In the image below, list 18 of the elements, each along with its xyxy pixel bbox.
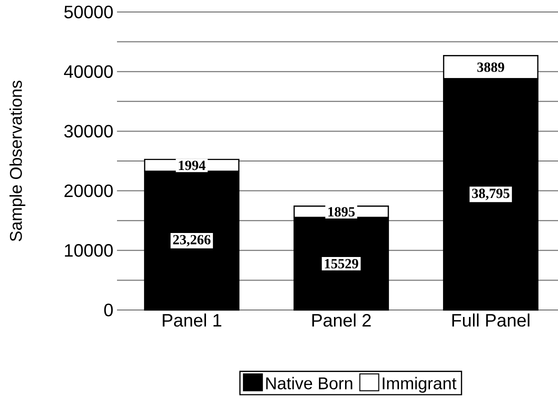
y-tick-label: 40000 — [64, 65, 113, 78]
data-label: 3889 — [477, 62, 504, 72]
data-label: 1895 — [328, 207, 355, 217]
y-tick-label: 50000 — [64, 6, 113, 18]
legend-label: Native Born — [266, 376, 352, 390]
x-tick-label: Full Panel — [452, 314, 530, 327]
y-tick-label: 20000 — [64, 184, 113, 198]
y-axis-title: Sample Observations — [10, 80, 26, 242]
data-label: 23,266 — [173, 234, 211, 246]
legend-label: Immigrant — [382, 376, 456, 393]
y-tick-label: 30000 — [64, 124, 113, 138]
x-tick-label: Panel 2 — [312, 314, 371, 327]
data-label: 15529 — [324, 259, 358, 268]
y-tick-label: 0 — [104, 304, 113, 316]
data-label: 1994 — [178, 160, 206, 170]
y-tick-label: 10000 — [64, 244, 113, 257]
data-label: 38,795 — [472, 188, 510, 200]
x-tick-label: Panel 1 — [162, 314, 222, 327]
